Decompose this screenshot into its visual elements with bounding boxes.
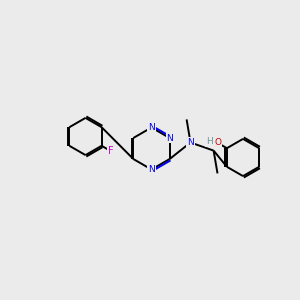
Text: N: N: [187, 138, 194, 147]
Text: O: O: [214, 138, 221, 147]
Text: N: N: [166, 134, 173, 142]
Text: F: F: [108, 146, 113, 156]
Text: N: N: [148, 165, 155, 174]
Text: N: N: [148, 123, 155, 132]
Text: H: H: [206, 137, 212, 146]
